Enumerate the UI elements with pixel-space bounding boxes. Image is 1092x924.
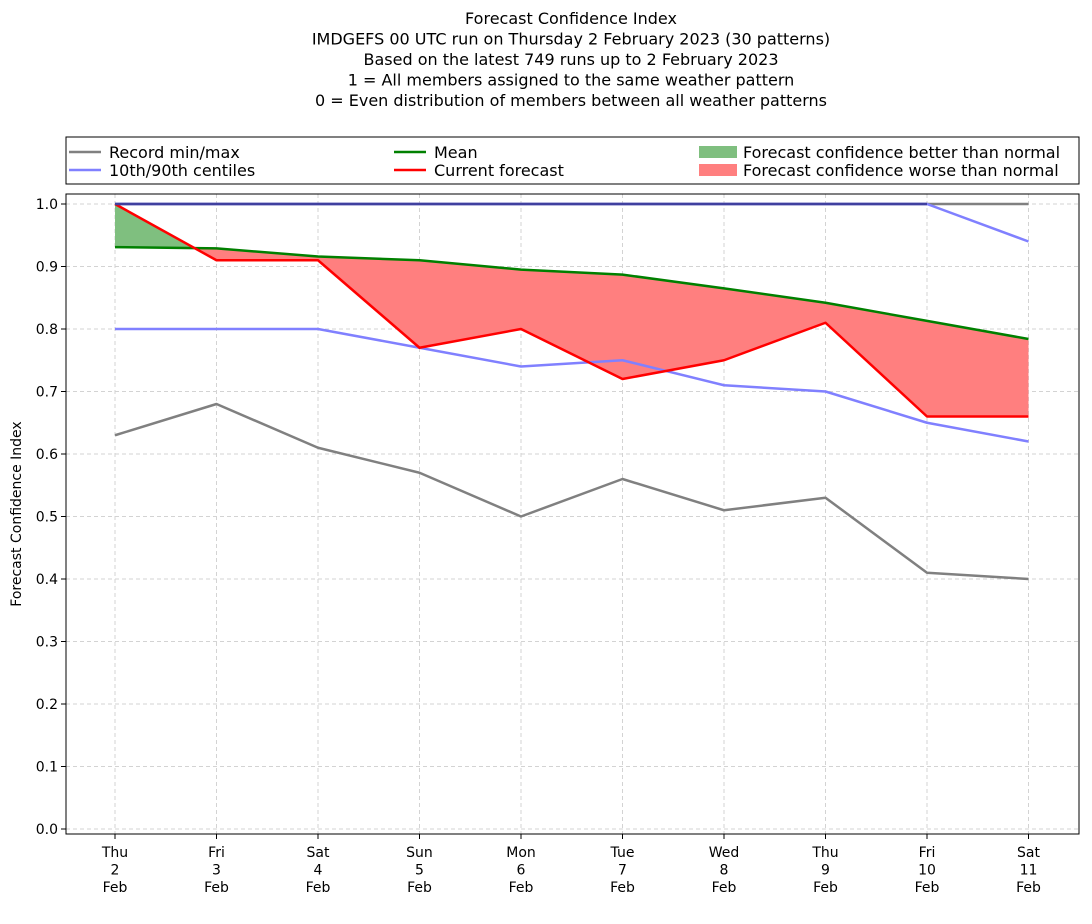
y-tick-label: 0.7 bbox=[36, 385, 58, 401]
x-tick-label: 9 bbox=[821, 863, 830, 879]
y-tick-label: 0.3 bbox=[36, 635, 58, 651]
confidence-fills bbox=[115, 204, 1029, 417]
chart-title: Forecast Confidence Index IMDGEFS 00 UTC … bbox=[312, 9, 830, 110]
x-tick-label: 3 bbox=[212, 863, 221, 879]
y-tick-label: 0.2 bbox=[36, 697, 58, 713]
y-tick-label: 0.1 bbox=[36, 760, 58, 776]
axes: 0.00.10.20.30.40.50.60.70.80.91.0Thu2Feb… bbox=[9, 193, 1080, 896]
x-tick-label: Sat bbox=[1017, 845, 1040, 861]
x-tick-label: 11 bbox=[1020, 863, 1038, 879]
worse-than-normal-fill bbox=[622, 274, 724, 379]
x-tick-label: Sat bbox=[307, 845, 330, 861]
x-tick-label: Feb bbox=[1016, 880, 1041, 896]
title-line: Forecast Confidence Index bbox=[465, 9, 677, 28]
y-axis-label: Forecast Confidence Index bbox=[9, 421, 25, 606]
x-tick-label: 2 bbox=[111, 863, 120, 879]
x-tick-label: Thu bbox=[101, 845, 128, 861]
x-tick-label: Feb bbox=[204, 880, 229, 896]
worse-than-normal-fill bbox=[724, 288, 826, 361]
x-tick-label: Fri bbox=[208, 845, 225, 861]
x-tick-label: Sun bbox=[406, 845, 433, 861]
x-tick-label: Fri bbox=[919, 845, 936, 861]
x-tick-label: Feb bbox=[306, 880, 331, 896]
x-tick-label: Tue bbox=[610, 845, 635, 861]
legend-box bbox=[65, 136, 1080, 185]
x-tick-label: Feb bbox=[103, 880, 128, 896]
worse-than-normal-fill bbox=[419, 260, 521, 348]
record-min-line bbox=[114, 402, 1029, 581]
x-tick-label: 10 bbox=[918, 863, 936, 879]
x-tick-label: 6 bbox=[517, 863, 526, 879]
legend: Record min/max Mean Forecast confidence be… bbox=[65, 136, 1080, 185]
title-line: IMDGEFS 00 UTC run on Thursday 2 Februar… bbox=[312, 30, 830, 49]
legend-label: Mean bbox=[434, 143, 478, 162]
x-tick-label: 4 bbox=[314, 863, 323, 879]
p10-centile-line bbox=[115, 327, 1029, 443]
x-tick-label: 8 bbox=[720, 863, 729, 879]
x-tick-label: Feb bbox=[509, 880, 534, 896]
y-tick-label: 0.4 bbox=[36, 572, 58, 588]
worse-than-normal-fill bbox=[927, 320, 1029, 417]
x-tick-label: Thu bbox=[811, 845, 838, 861]
x-tick-label: Feb bbox=[712, 880, 737, 896]
y-tick-label: 0.0 bbox=[36, 822, 58, 838]
title-line: 0 = Even distribution of members between… bbox=[315, 91, 827, 110]
legend-patch-swatch bbox=[699, 146, 737, 158]
y-tick-label: 0.8 bbox=[36, 322, 58, 338]
y-tick-label: 1.0 bbox=[36, 197, 58, 213]
title-line: 1 = All members assigned to the same wea… bbox=[348, 71, 795, 90]
mean-line bbox=[114, 245, 1029, 341]
plot-frame bbox=[65, 193, 1080, 835]
legend-label: Forecast confidence worse than normal bbox=[743, 161, 1059, 180]
x-tick-label: Mon bbox=[506, 845, 536, 861]
y-tick-label: 0.6 bbox=[36, 447, 58, 463]
x-tick-label: Feb bbox=[813, 880, 838, 896]
p90-centile-line bbox=[115, 202, 1029, 243]
y-tick-label: 0.5 bbox=[36, 510, 58, 526]
x-tick-label: Wed bbox=[709, 845, 740, 861]
x-tick-label: Feb bbox=[610, 880, 635, 896]
legend-label: Forecast confidence better than normal bbox=[743, 143, 1060, 162]
x-tick-label: Feb bbox=[915, 880, 940, 896]
worse-than-normal-fill bbox=[521, 269, 623, 379]
title-line: Based on the latest 749 runs up to 2 Feb… bbox=[363, 50, 778, 69]
y-tick-label: 0.9 bbox=[36, 260, 58, 276]
legend-patch-swatch bbox=[699, 164, 737, 176]
worse-than-normal-fill bbox=[825, 302, 927, 417]
x-tick-label: Feb bbox=[407, 880, 432, 896]
series-lines bbox=[114, 202, 1029, 581]
legend-label: Current forecast bbox=[434, 161, 564, 180]
current-forecast-line bbox=[114, 202, 1029, 418]
x-tick-label: 5 bbox=[415, 863, 424, 879]
legend-label: Record min/max bbox=[109, 143, 240, 162]
legend-label: 10th/90th centiles bbox=[109, 161, 255, 180]
x-tick-label: 7 bbox=[618, 863, 627, 879]
